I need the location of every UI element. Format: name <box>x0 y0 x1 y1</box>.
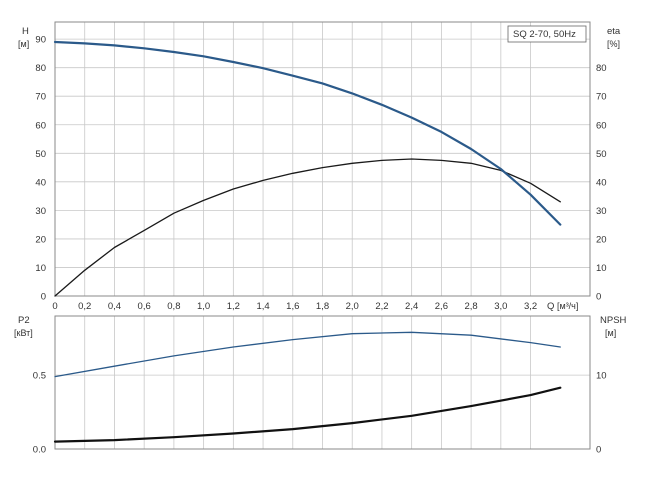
top-left-axis-unit: [м] <box>18 39 29 49</box>
x-tick-labels: 0 0,2 0,4 0,6 0,8 1,0 1,2 1,4 1,6 1,8 2,0 2,2 2,4 2,6… <box>52 301 537 312</box>
top-left-tick-label: 30 <box>35 206 46 217</box>
top-left-tick-labels: 0 10 20 30 40 50 60 70 80 90 <box>35 35 46 303</box>
x-tick-label: 2,2 <box>375 301 388 312</box>
top-right-tick-label: 80 <box>596 63 607 74</box>
bottom-panel: P2 [кВт] NPSH [м] 0.0 0.5 0 10 <box>14 315 627 456</box>
bottom-left-axis-unit: [кВт] <box>14 328 33 338</box>
top-panel: H [м] eta [%] 0 10 20 30 40 50 60 70 80 90 0 10 20 3… <box>18 21 621 312</box>
bottom-right-tick-label: 0 <box>596 445 601 456</box>
top-left-tick-label: 10 <box>35 263 46 274</box>
efficiency-curve <box>54 158 561 297</box>
x-tick-label: 1,6 <box>286 301 299 312</box>
x-tick-label: 0,2 <box>78 301 91 312</box>
x-tick-label: 0,4 <box>108 301 121 312</box>
bottom-plot-frame <box>54 315 591 450</box>
x-tick-label: 0,8 <box>167 301 180 312</box>
x-tick-label: 0 <box>52 301 57 312</box>
bottom-series-group <box>53 331 562 443</box>
power-p2-curve <box>54 331 561 378</box>
top-series-group <box>53 40 562 297</box>
top-right-tick-label: 0 <box>596 292 601 303</box>
bottom-right-axis-unit: [м] <box>605 328 616 338</box>
legend-label: SQ 2-70, 50Hz <box>513 29 576 40</box>
x-tick-label: 2,4 <box>405 301 418 312</box>
bottom-right-axis-title: NPSH <box>600 315 627 326</box>
bottom-right-tick-labels: 0 10 <box>596 371 607 456</box>
bottom-left-tick-label: 0.5 <box>33 371 46 382</box>
npsh-curve <box>53 386 562 443</box>
top-right-tick-label: 40 <box>596 177 607 188</box>
bottom-right-tick-label: 10 <box>596 371 607 382</box>
x-tick-label: 1,2 <box>227 301 240 312</box>
top-left-tick-label: 40 <box>35 177 46 188</box>
bottom-left-tick-label: 0.0 <box>33 445 46 456</box>
top-right-tick-labels: 0 10 20 30 40 50 60 70 80 <box>596 63 607 302</box>
x-tick-label: 2,0 <box>346 301 359 312</box>
top-right-axis-unit: [%] <box>607 39 620 49</box>
top-plot-frame <box>54 21 591 297</box>
head-curve <box>53 40 562 226</box>
top-left-tick-label: 80 <box>35 63 46 74</box>
top-left-tick-label: 70 <box>35 92 46 103</box>
top-left-tick-label: 20 <box>35 234 46 245</box>
x-axis-title: Q <box>547 301 554 312</box>
top-right-tick-label: 50 <box>596 149 607 160</box>
top-left-tick-label: 0 <box>41 292 46 303</box>
x-axis-unit: [м³/ч] <box>557 301 578 311</box>
top-right-tick-label: 10 <box>596 263 607 274</box>
x-tick-label: 0,6 <box>138 301 151 312</box>
x-tick-label: 2,8 <box>465 301 478 312</box>
bottom-left-tick-labels: 0.0 0.5 <box>33 371 46 456</box>
legend-box <box>507 25 587 43</box>
top-right-tick-label: 20 <box>596 234 607 245</box>
top-grid <box>54 22 590 297</box>
x-tick-label: 3,0 <box>494 301 507 312</box>
top-right-tick-label: 60 <box>596 120 607 131</box>
top-left-tick-label: 50 <box>35 149 46 160</box>
x-tick-label: 1,4 <box>256 301 269 312</box>
x-tick-label: 2,6 <box>435 301 448 312</box>
top-right-tick-label: 30 <box>596 206 607 217</box>
x-tick-label: 3,2 <box>524 301 537 312</box>
top-right-tick-label: 70 <box>596 92 607 103</box>
x-tick-label: 1,0 <box>197 301 210 312</box>
top-left-axis-title: H <box>22 26 29 37</box>
top-right-axis-title: eta <box>607 26 621 37</box>
bottom-left-axis-title: P2 <box>18 315 30 326</box>
top-left-tick-label: 90 <box>35 35 46 46</box>
x-tick-label: 1,8 <box>316 301 329 312</box>
top-left-tick-label: 60 <box>35 120 46 131</box>
bottom-grid <box>54 316 590 450</box>
